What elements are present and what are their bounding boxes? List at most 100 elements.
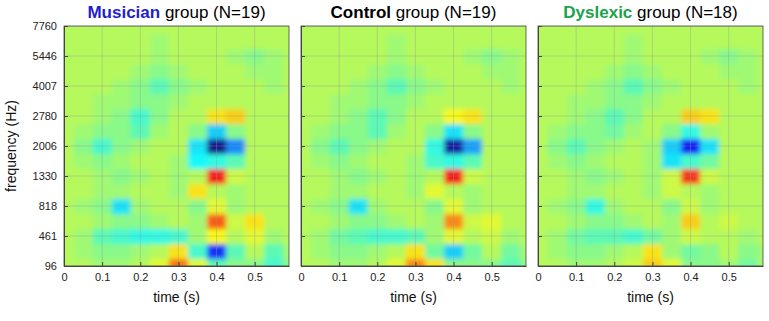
cell <box>662 213 682 229</box>
cell <box>501 34 521 50</box>
cell <box>283 26 289 34</box>
cell <box>226 259 246 266</box>
cell <box>112 213 132 229</box>
y-tick-label: 4007 <box>33 80 57 92</box>
cell <box>538 26 548 34</box>
cell <box>538 93 548 109</box>
cell <box>188 63 208 79</box>
cell <box>538 63 548 79</box>
cell <box>586 63 606 79</box>
cell <box>538 154 548 170</box>
cell <box>283 184 289 200</box>
cell <box>64 34 74 50</box>
cell <box>586 184 606 200</box>
cell <box>700 259 720 266</box>
plot-background <box>301 26 526 266</box>
cell <box>538 124 548 140</box>
figure: 00.10.20.30.40.5964618181330200627804007… <box>0 0 769 321</box>
cell <box>283 259 289 266</box>
cell <box>349 124 369 140</box>
cell <box>624 63 644 79</box>
cell <box>226 26 246 34</box>
x-axis-line <box>65 266 290 267</box>
cell <box>64 154 74 170</box>
cell <box>311 184 331 200</box>
y-tick-mark <box>64 206 68 207</box>
cell <box>425 124 445 140</box>
heatmap <box>538 26 763 266</box>
cell <box>264 63 284 79</box>
cell <box>586 26 606 34</box>
cell <box>301 34 311 50</box>
y-tick-mark <box>301 206 305 207</box>
x-tick-mark <box>102 262 103 266</box>
cell <box>349 154 369 170</box>
cell <box>311 26 331 34</box>
x-tick: 0.3 <box>408 262 423 283</box>
y-tick-mark <box>538 176 542 177</box>
x-tick-mark <box>377 262 378 266</box>
cell <box>501 93 521 109</box>
cell <box>301 26 311 34</box>
cell <box>463 213 483 229</box>
cell <box>150 124 170 140</box>
cell <box>738 184 758 200</box>
cell <box>463 154 483 170</box>
cell <box>520 124 526 140</box>
grid <box>538 26 763 266</box>
cell <box>311 154 331 170</box>
cell <box>425 26 445 34</box>
panel-title: Musician group (N=19) <box>87 3 265 22</box>
cell <box>520 154 526 170</box>
cell <box>757 63 763 79</box>
cell <box>188 184 208 200</box>
cell <box>624 26 644 34</box>
y-tick-mark <box>538 236 542 237</box>
cell <box>738 34 758 50</box>
cell <box>74 93 94 109</box>
x-tick: 0.5 <box>722 262 737 283</box>
grid-line <box>538 176 763 177</box>
cell <box>425 213 445 229</box>
grid-line <box>64 56 289 57</box>
cell <box>64 26 74 34</box>
cell <box>548 154 568 170</box>
y-tick-mark <box>538 26 542 27</box>
y-tick-label: 1330 <box>33 170 57 182</box>
cell <box>264 34 284 50</box>
cell <box>301 184 311 200</box>
x-tick-label: 0.1 <box>95 271 110 283</box>
y-tick <box>301 56 305 57</box>
cell <box>548 124 568 140</box>
cell <box>150 34 170 50</box>
cell <box>425 63 445 79</box>
cell <box>64 213 74 229</box>
cell <box>548 244 568 260</box>
x-tick-label: 0.3 <box>408 271 423 283</box>
x-tick-label: 0 <box>535 271 541 283</box>
y-tick <box>538 116 542 117</box>
y-tick <box>301 266 305 267</box>
y-tick: 4007 <box>33 80 68 92</box>
cell <box>624 93 644 109</box>
x-tick: 0.2 <box>370 262 385 283</box>
x-tick-label: 0 <box>61 271 67 283</box>
cell <box>501 244 521 260</box>
cell <box>520 93 526 109</box>
cell <box>74 154 94 170</box>
cell <box>74 244 94 260</box>
cell <box>264 154 284 170</box>
panel-title: Control group (N=19) <box>331 3 497 22</box>
grid-line <box>538 236 763 237</box>
y-tick <box>301 26 305 27</box>
cell <box>538 213 548 229</box>
cell <box>311 244 331 260</box>
cell <box>425 259 445 266</box>
cell <box>548 26 568 34</box>
cell <box>538 259 548 266</box>
x-tick-label: 0.3 <box>171 271 186 283</box>
y-tick-mark <box>64 56 68 57</box>
cell <box>662 124 682 140</box>
cell <box>112 259 132 266</box>
cell <box>548 63 568 79</box>
